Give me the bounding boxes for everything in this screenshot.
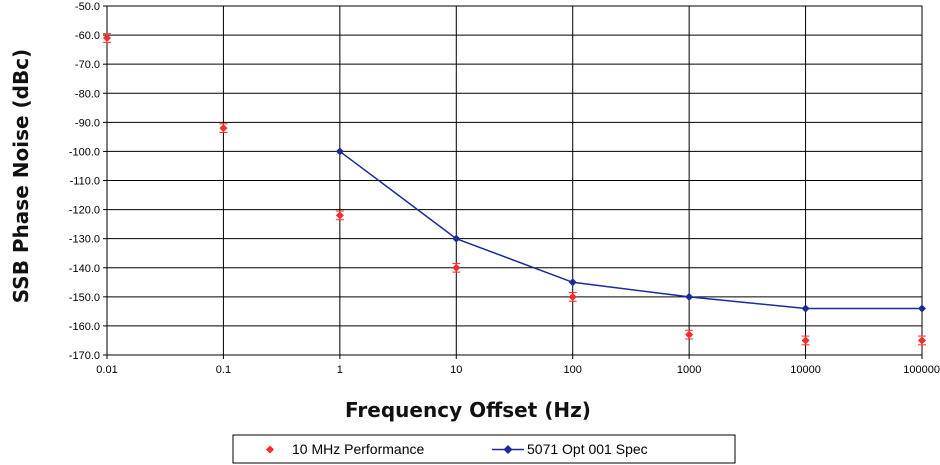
legend-marker-5071-opt-001-spec: [503, 445, 513, 454]
x-tick-label: 10: [450, 364, 462, 376]
y-tick-label: -60.0: [75, 30, 100, 42]
y-tick-label: -110.0: [70, 176, 100, 188]
data-point-10-mhz-performance: [568, 292, 577, 301]
x-tick-label: 0.1: [216, 364, 231, 376]
data-point-10-mhz-performance: [219, 124, 228, 133]
data-point-10-mhz-performance: [801, 336, 810, 345]
legend-marker-10mhz-performance: [266, 445, 274, 454]
legend-box: [232, 434, 736, 464]
data-point-5071-opt-001-spec: [685, 292, 694, 301]
data-point-10-mhz-performance: [918, 336, 926, 345]
data-point-5071-opt-001-spec: [335, 147, 344, 156]
plot-area-frame: [106, 5, 923, 356]
x-tick-label: 10000: [790, 364, 821, 376]
legend-entry-10mhz-performance: 10 MHz Performance: [266, 441, 424, 457]
y-tick-label: -150.0: [69, 292, 100, 304]
y-tick-label: -50.0: [75, 1, 100, 13]
series-line-5071-opt-001-spec: [339, 150, 922, 310]
x-tick-label: 0.01: [96, 364, 117, 376]
legend-entry-5071-opt-001-spec: 5071 Opt 001 Spec: [492, 441, 648, 457]
series-layer: [103, 33, 926, 346]
y-axis-title: SSB Phase Noise (dBc): [9, 49, 33, 303]
y-tick-label: -80.0: [75, 88, 100, 100]
data-point-10-mhz-performance: [335, 211, 344, 220]
x-tick-label: 100: [564, 364, 582, 376]
y-tick-label: -100.0: [69, 146, 100, 158]
data-point-5071-opt-001-spec: [452, 234, 461, 243]
y-tick-label: -140.0: [69, 263, 100, 275]
y-tick-label: -170.0: [69, 350, 100, 362]
gridlines: [103, 5, 923, 359]
y-tick-label: -130.0: [69, 234, 100, 246]
legend: 10 MHz Performance 5071 Opt 001 Spec: [232, 434, 736, 464]
data-point-5071-opt-001-spec: [801, 304, 810, 313]
y-tick-label: -120.0: [69, 205, 100, 217]
x-axis-title: Frequency Offset (Hz): [345, 398, 591, 422]
y-tick-label: -70.0: [75, 59, 100, 71]
y-tick-label: -160.0: [69, 321, 100, 333]
series-10-mhz-performance: [103, 33, 926, 346]
legend-label-5071-opt-001-spec: 5071 Opt 001 Spec: [527, 441, 648, 457]
x-tick-label: 1: [337, 364, 343, 376]
x-tick-label: 100000: [903, 364, 940, 376]
data-point-5071-opt-001-spec: [918, 304, 926, 313]
x-axis-tick-labels: 0.01 0.1 1 10 100 1000 10000 100000: [96, 364, 940, 376]
y-tick-label: -90.0: [75, 117, 100, 129]
data-point-10-mhz-performance: [685, 330, 694, 339]
legend-label-10mhz-performance: 10 MHz Performance: [292, 441, 424, 457]
series-5071-opt-001-spec: [335, 147, 926, 313]
x-tick-label: 1000: [677, 364, 701, 376]
data-point-10-mhz-performance: [452, 263, 461, 272]
data-point-5071-opt-001-spec: [568, 278, 577, 287]
y-axis-tick-labels: -50.0 -60.0 -70.0 -80.0 -90.0 -100.0 -110.0 -12…: [69, 1, 100, 362]
data-point-10-mhz-performance: [103, 33, 111, 42]
